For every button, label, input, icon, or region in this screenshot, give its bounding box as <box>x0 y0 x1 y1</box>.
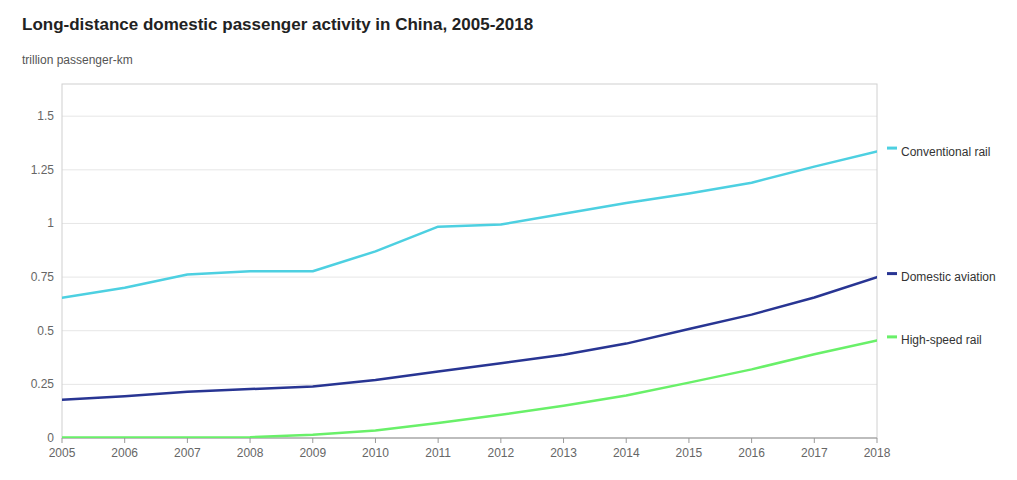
x-tick <box>438 438 439 443</box>
grid-line <box>62 223 877 224</box>
x-tick <box>187 438 188 443</box>
x-tick-label: 2014 <box>613 446 640 460</box>
x-tick-label: 2009 <box>299 446 326 460</box>
y-tick-label: 0.25 <box>31 377 55 391</box>
grid-line <box>62 169 877 170</box>
x-tick-label: 2012 <box>487 446 514 460</box>
label-swatch <box>887 147 897 150</box>
x-tick <box>563 438 564 443</box>
grid-line <box>62 330 877 331</box>
series-label: High-speed rail <box>901 333 982 347</box>
label-swatch <box>887 272 897 275</box>
x-tick <box>877 438 878 443</box>
x-tick-label: 2011 <box>425 446 451 460</box>
x-tick-label: 2006 <box>111 446 138 460</box>
x-tick <box>312 438 313 443</box>
x-tick <box>62 438 63 443</box>
series-line <box>62 340 877 437</box>
x-tick <box>751 438 752 443</box>
y-axis-label: trillion passenger-km <box>22 53 133 67</box>
x-tick-label: 2013 <box>550 446 577 460</box>
y-tick-label: 1.5 <box>37 109 54 123</box>
label-swatch <box>887 335 897 338</box>
lines <box>62 152 877 438</box>
series-label: Conventional rail <box>901 145 990 159</box>
grid <box>62 116 877 438</box>
x-tick <box>626 438 627 443</box>
series-line <box>62 152 877 298</box>
x-tick-label: 2018 <box>864 446 891 460</box>
plot-frame <box>62 84 877 438</box>
x-tick-label: 2015 <box>676 446 703 460</box>
x-tick-label: 2017 <box>801 446 828 460</box>
series-label: Domestic aviation <box>901 270 996 284</box>
series-line <box>62 277 877 400</box>
grid-line <box>62 384 877 385</box>
y-tick-label: 0.75 <box>31 270 55 284</box>
title: Long-distance domestic passenger activit… <box>22 15 533 34</box>
y-tick-label: 0.5 <box>37 324 54 338</box>
y-tick-label: 1.25 <box>31 163 55 177</box>
x-tick <box>814 438 815 443</box>
x-tick <box>375 438 376 443</box>
y-tick-label: 0 <box>47 431 54 445</box>
x-tick-label: 2010 <box>362 446 389 460</box>
x-tick <box>688 438 689 443</box>
grid-line <box>62 116 877 117</box>
y-tick-label: 1 <box>47 216 54 230</box>
chart-svg: Long-distance domestic passenger activit… <box>0 0 1017 480</box>
x-tick-label: 2005 <box>49 446 76 460</box>
x-tick <box>124 438 125 443</box>
x-tick-label: 2007 <box>174 446 201 460</box>
grid-line <box>62 277 877 278</box>
x-tick <box>500 438 501 443</box>
x-tick-label: 2016 <box>738 446 765 460</box>
x-tick-label: 2008 <box>237 446 264 460</box>
x-tick <box>250 438 251 443</box>
chart-container: Long-distance domestic passenger activit… <box>0 0 1017 480</box>
